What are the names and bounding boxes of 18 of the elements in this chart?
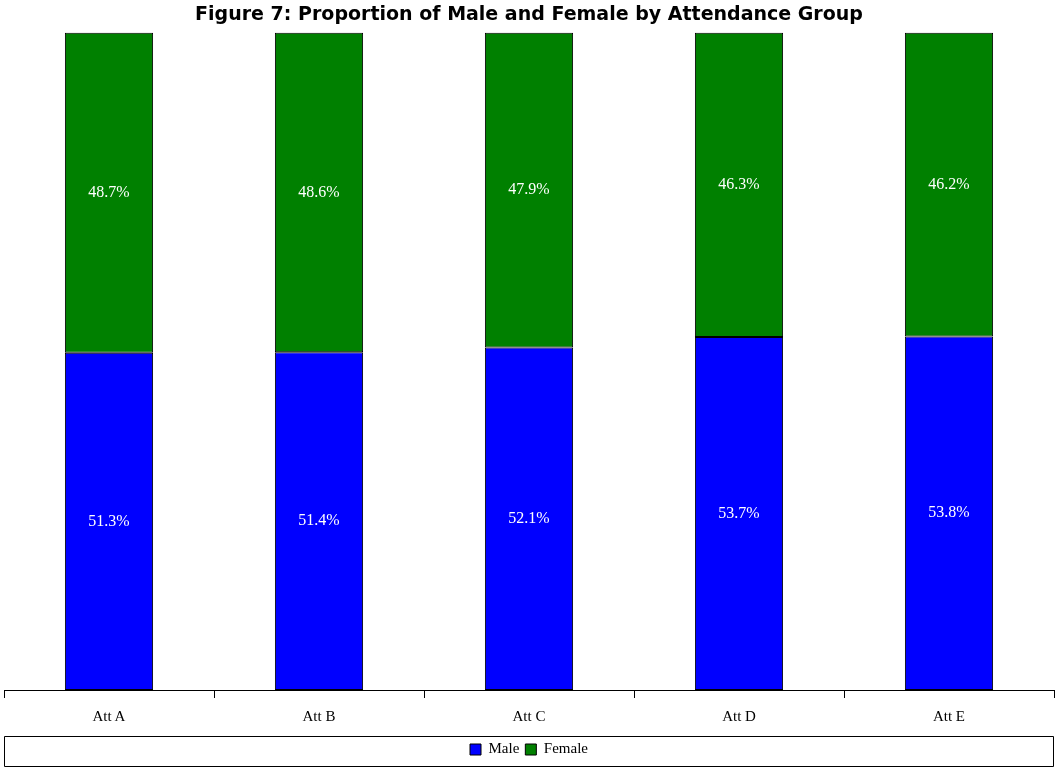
x-tick-label: Att C (512, 707, 546, 724)
legend-label: Male (488, 740, 520, 757)
data-label: 53.7% (718, 503, 760, 521)
chart-title: Figure 7: Proportion of Male and Female by Attendance Group (195, 2, 863, 25)
legend-label: Female (543, 740, 589, 757)
x-tick-label: Att A (92, 707, 126, 724)
data-label: 47.9% (508, 180, 550, 198)
data-label: 46.3% (718, 175, 760, 193)
data-label: 53.8% (928, 503, 970, 521)
x-tick-label: Att B (302, 707, 336, 724)
x-tick-label: Att D (722, 707, 757, 724)
data-label: 51.4% (298, 511, 340, 529)
data-label: 48.7% (88, 183, 130, 201)
data-label: 46.2% (928, 174, 970, 192)
x-tick-label: Att E (932, 707, 966, 724)
data-label: 48.6% (298, 182, 340, 200)
data-label: 51.3% (88, 511, 130, 529)
data-label: 52.1% (508, 509, 550, 526)
